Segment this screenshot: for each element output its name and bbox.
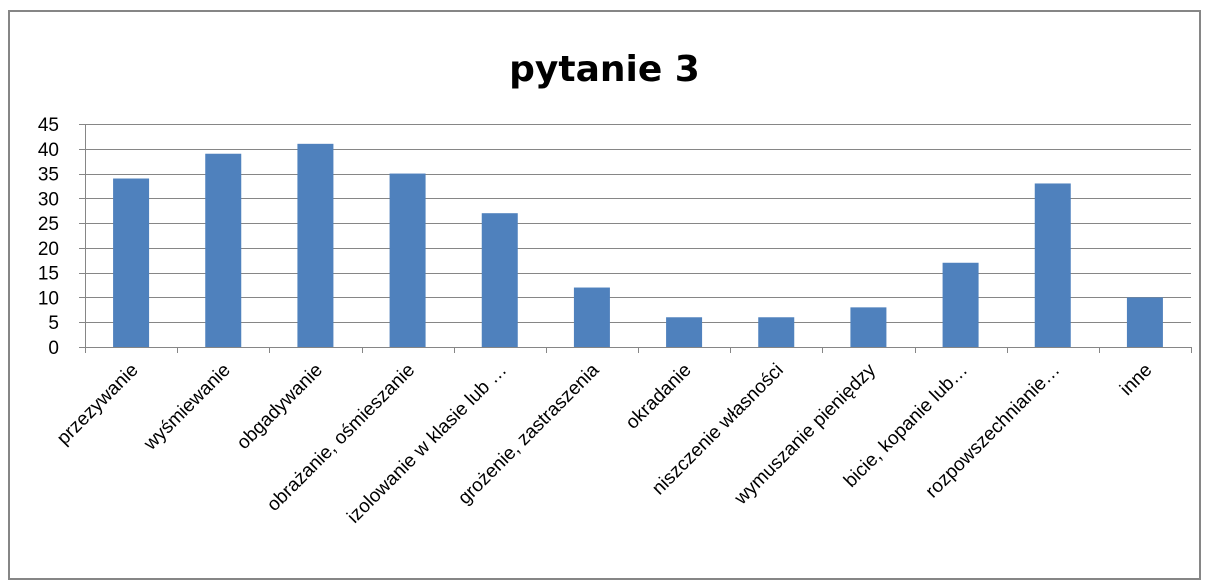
- chart-title: pytanie 3: [509, 49, 700, 90]
- category-label: wyśmiewanie: [139, 360, 234, 455]
- category-label: obgadywanie: [233, 360, 327, 454]
- bar: [297, 143, 334, 347]
- category-label: okradanie: [622, 360, 696, 434]
- bars: [113, 143, 1163, 347]
- category-labels: przezywaniewyśmiewanieobgadywanieobrażan…: [53, 359, 1156, 527]
- bar: [113, 178, 150, 347]
- y-tick-label: 0: [48, 338, 59, 359]
- y-tick-label: 45: [38, 115, 59, 136]
- bar: [666, 317, 703, 347]
- bar: [205, 153, 242, 347]
- bar: [1034, 183, 1071, 347]
- bar: [758, 317, 795, 347]
- gridlines: [85, 124, 1191, 323]
- y-tick-label: 40: [38, 140, 59, 161]
- category-label: przezywanie: [53, 360, 143, 450]
- bar: [481, 213, 518, 347]
- y-tick-label: 10: [38, 288, 59, 309]
- bar: [850, 307, 887, 347]
- category-label: izolowanie w klasie lub …: [343, 360, 511, 528]
- bar: [1126, 297, 1163, 347]
- y-tick-label: 5: [48, 313, 59, 334]
- bar: [942, 262, 979, 347]
- y-tick-label: 20: [38, 239, 59, 260]
- y-tick-labels: 0 5 10 15 20 25 30 35 40 45: [38, 115, 59, 359]
- y-tick-label: 35: [38, 165, 59, 186]
- category-label: obrażanie, ośmieszanie: [263, 360, 419, 516]
- bar: [573, 287, 610, 347]
- bar: [389, 173, 426, 347]
- y-tick-label: 15: [38, 264, 59, 285]
- axes: [79, 124, 1192, 353]
- y-tick-label: 30: [38, 189, 59, 210]
- y-tick-label: 25: [38, 214, 59, 235]
- category-label: inne: [1116, 360, 1156, 400]
